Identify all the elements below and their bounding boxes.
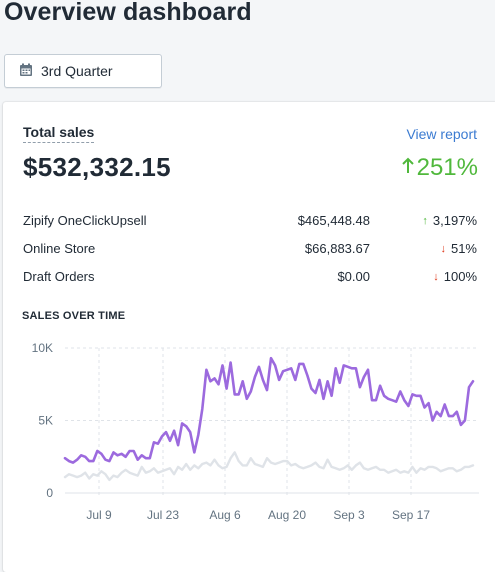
series-line-previous — [63, 451, 475, 482]
total-change-value: 251% — [416, 154, 478, 181]
chart-heading: SALES OVER TIME — [22, 310, 126, 322]
y-tick-label: 5K — [38, 414, 53, 428]
channel-amount: $465,448.48 — [297, 213, 370, 228]
sales-over-time-chart[interactable]: 0 5K 10K Jul 9 Jul 23 Aug 6 Aug 20 Sep 3 Sep 17 — [3, 330, 495, 570]
channel-amount: $66,883.67 — [304, 241, 370, 256]
channel-name: Zipify OneClickUpsell — [23, 213, 147, 228]
arrow-up-icon: ↑ — [422, 214, 428, 227]
total-sales-value: $532,332.15 — [23, 152, 171, 182]
channel-change: ↓ 51% — [440, 241, 477, 256]
y-tick-label: 0 — [46, 486, 53, 500]
card-title[interactable]: Total sales — [23, 124, 95, 143]
list-item: Draft Orders $0.00 ↓ 100% — [23, 266, 478, 294]
channel-amount: $0.00 — [337, 269, 370, 284]
x-tick-label: Sep 3 — [333, 508, 365, 522]
arrow-down-icon: ↓ — [440, 242, 446, 255]
date-range-label: 3rd Quarter — [41, 63, 113, 79]
x-tick-label: Jul 9 — [86, 508, 112, 522]
x-tick-label: Jul 23 — [147, 508, 179, 522]
sales-breakdown-list: Zipify OneClickUpsell $465,448.48 ↑ 3,19… — [23, 210, 478, 294]
total-sales-change: 251% — [401, 154, 478, 182]
series-line-current — [63, 356, 475, 464]
arrow-down-icon: ↓ — [433, 270, 439, 283]
view-report-link[interactable]: View report — [406, 126, 477, 142]
channel-change-value: 3,197% — [432, 213, 477, 228]
y-tick-label: 10K — [32, 341, 53, 355]
channel-name: Online Store — [23, 241, 96, 256]
channel-name: Draft Orders — [23, 269, 95, 284]
channel-change: ↓ 100% — [433, 269, 477, 284]
x-tick-label: Aug 6 — [209, 508, 241, 522]
date-range-button[interactable]: 3rd Quarter — [4, 54, 162, 88]
page-title: Overview dashboard — [4, 0, 252, 26]
arrow-up-icon — [401, 154, 415, 182]
channel-change: ↑ 3,197% — [422, 213, 477, 228]
total-sales-card: Total sales View report $532,332.15 251%… — [3, 102, 495, 572]
channel-change-value: 51% — [450, 241, 477, 256]
x-tick-label: Sep 17 — [392, 508, 430, 522]
channel-change-value: 100% — [443, 269, 477, 284]
x-tick-label: Aug 20 — [268, 508, 306, 522]
list-item: Zipify OneClickUpsell $465,448.48 ↑ 3,19… — [23, 210, 478, 238]
list-item: Online Store $66,883.67 ↓ 51% — [23, 238, 478, 266]
calendar-icon — [19, 63, 33, 80]
